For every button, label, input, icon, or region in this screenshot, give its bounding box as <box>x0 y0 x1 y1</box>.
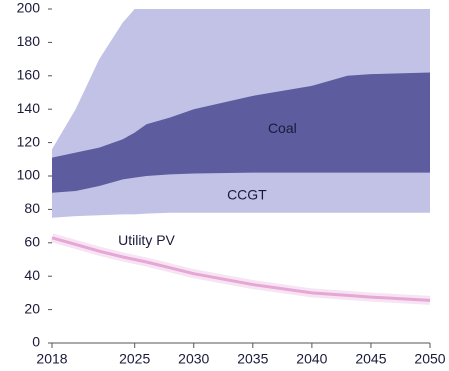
y-tick-label: 40 <box>24 267 40 283</box>
y-tick-label: 60 <box>24 234 40 250</box>
y-tick-label: 20 <box>24 300 40 316</box>
y-tick-label: 160 <box>17 67 41 83</box>
x-tick-label: 2035 <box>237 351 268 367</box>
y-tick-label: 80 <box>24 200 40 216</box>
y-tick-label: 0 <box>32 334 40 350</box>
y-tick-label: 100 <box>17 167 41 183</box>
range-area <box>52 72 430 193</box>
x-tick-label: 2025 <box>119 351 150 367</box>
series-label: CCGT <box>227 187 267 203</box>
line-halo <box>50 233 431 305</box>
x-tick-label: 2045 <box>355 351 386 367</box>
x-tick-label: 2018 <box>36 351 67 367</box>
y-tick-label: 200 <box>17 0 41 16</box>
y-tick-label: 140 <box>17 100 41 116</box>
y-tick-label: 180 <box>17 33 41 49</box>
series-label: Utility PV <box>118 232 175 248</box>
y-tick-label: 120 <box>17 133 41 149</box>
x-tick-label: 2040 <box>296 351 327 367</box>
line <box>51 236 431 302</box>
x-tick-label: 2030 <box>178 351 209 367</box>
series-label: Coal <box>268 120 297 136</box>
x-tick-label: 2050 <box>414 351 445 367</box>
